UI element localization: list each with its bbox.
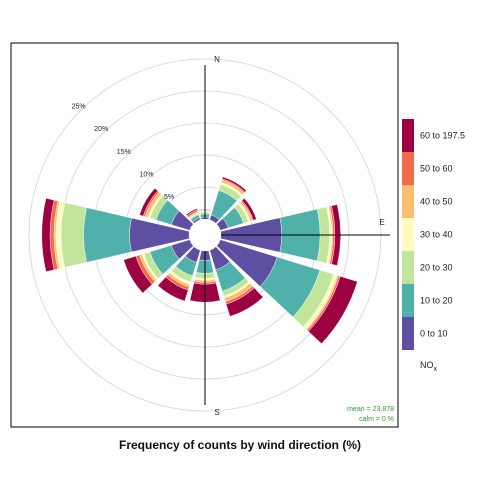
mean-annotation: mean = 23.878 [347,406,394,413]
chart-title: Frequency of counts by wind direction (%… [119,438,361,452]
legend-swatch [402,152,414,185]
legend-swatch [402,284,414,317]
legend-swatch [402,218,414,251]
legend-swatch [402,119,414,152]
petal-segment [225,287,264,317]
radial-tick-label: 20% [94,126,108,133]
radial-tick-label: 25% [72,104,86,111]
radial-tick-label: 15% [117,149,131,156]
legend-swatch [402,317,414,350]
legend-swatch [402,185,414,218]
compass-east-label: E [379,218,384,227]
legend-label: 50 to 60 [420,164,453,174]
petal-segment [41,198,55,272]
legend-swatch [402,251,414,284]
petal-segment [157,276,189,302]
calm-annotation: calm = 0 % [359,416,394,423]
legend-label: 40 to 50 [420,197,453,207]
legend-title-subscript: x [434,366,438,373]
radial-tick-label: 10% [139,171,153,178]
compass-south-label: S [214,408,219,417]
legend-label: 60 to 197.5 [420,131,465,141]
legend: 0 to 10 10 to 20 20 to 30 30 to 40 40 to 50 5… [402,119,465,373]
petal-segment [221,176,247,193]
legend-label: 0 to 10 [420,329,448,339]
legend-label: 10 to 20 [420,296,453,306]
legend-label: 20 to 30 [420,263,453,273]
legend-title-main: NO [420,360,434,370]
legend-title: NOx [420,360,438,373]
petal-segment [139,188,159,217]
petal-segment [60,202,87,268]
radial-tick-label: 5% [164,194,174,201]
petal-segment [123,255,153,294]
petal-segment [308,276,358,344]
plot-frame [10,42,399,428]
plot-area: N E S 5% 10% 15% 20% 25% mean = 23.878 calm = 0 % [10,42,399,428]
legend-label: 30 to 40 [420,230,453,240]
petal-segment [185,208,198,217]
petal-segment [241,198,257,221]
compass-north-label: N [214,55,220,64]
